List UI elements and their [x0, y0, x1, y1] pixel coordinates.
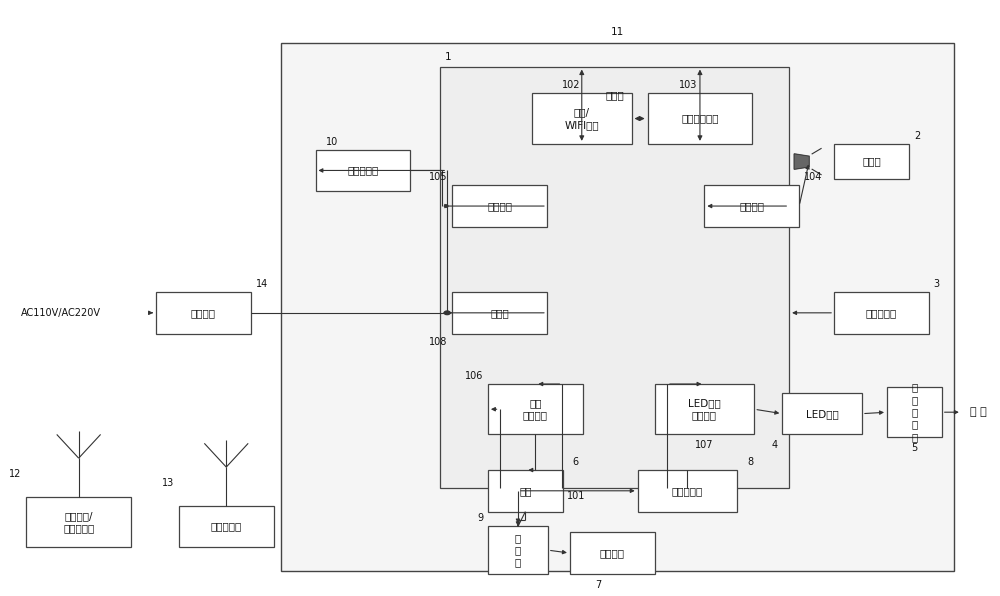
Text: 9: 9	[477, 513, 483, 523]
Bar	[655, 384, 754, 434]
Bar	[638, 470, 737, 511]
Text: 13: 13	[162, 478, 174, 488]
Circle shape	[444, 311, 450, 315]
Text: 位置传感器: 位置传感器	[672, 486, 703, 496]
Text: 1: 1	[445, 52, 452, 62]
Bar	[316, 150, 410, 191]
Text: 103: 103	[679, 80, 697, 91]
Text: AC110V/AC220V: AC110V/AC220V	[21, 308, 101, 318]
Text: 12: 12	[9, 469, 21, 479]
Polygon shape	[794, 154, 809, 169]
Text: 102: 102	[562, 80, 580, 91]
Text: 无线遥控器: 无线遥控器	[211, 522, 242, 532]
Bar	[648, 94, 752, 144]
Bar	[488, 384, 583, 434]
Bar	[156, 292, 251, 334]
Text: 5: 5	[911, 443, 917, 454]
Text: 14: 14	[256, 279, 268, 289]
Bar	[452, 185, 547, 227]
Text: 电机: 电机	[519, 486, 532, 496]
Text: 智能手机/
微信小程序: 智能手机/ 微信小程序	[63, 511, 94, 533]
Text: 电源转换器: 电源转换器	[347, 166, 379, 175]
Text: 107: 107	[695, 440, 714, 451]
Text: 扬声器: 扬声器	[862, 157, 881, 166]
Text: 106: 106	[465, 371, 483, 381]
Bar	[281, 43, 954, 571]
Bar	[834, 292, 929, 334]
Text: 8: 8	[747, 457, 753, 467]
Text: 104: 104	[804, 172, 823, 182]
Bar	[26, 496, 131, 547]
Text: 7: 7	[595, 580, 601, 590]
Text: LED光源
驱动单元: LED光源 驱动单元	[688, 398, 721, 420]
Bar	[887, 387, 942, 437]
Text: 电机
驱动单元: 电机 驱动单元	[523, 398, 548, 420]
Text: 时钟单元: 时钟单元	[487, 201, 512, 211]
Text: 6: 6	[573, 457, 579, 467]
Text: 无线通信模块: 无线通信模块	[681, 114, 719, 123]
Text: 4: 4	[771, 440, 777, 451]
Bar	[834, 144, 909, 179]
Text: 控制器: 控制器	[605, 91, 624, 100]
Text: 凸
轮
轴: 凸 轮 轴	[515, 533, 521, 567]
Text: 匀
光
扩
散
板: 匀 光 扩 散 板	[911, 383, 917, 442]
Text: 101: 101	[567, 491, 586, 501]
Text: 10: 10	[325, 136, 338, 147]
Bar	[782, 393, 862, 434]
Text: 108: 108	[429, 337, 447, 346]
Text: LED光源: LED光源	[806, 409, 838, 418]
Bar	[570, 532, 655, 574]
Text: 11: 11	[611, 27, 624, 37]
Text: 蓝牙/
WIFI模块: 蓝牙/ WIFI模块	[564, 107, 599, 130]
Text: 105: 105	[429, 172, 447, 182]
Text: 继电器: 继电器	[490, 308, 509, 318]
Text: 紫外线灯: 紫外线灯	[600, 548, 625, 558]
Bar	[488, 470, 563, 511]
Text: 3: 3	[934, 279, 940, 289]
Text: 语音模块: 语音模块	[739, 201, 764, 211]
Text: 开关面板: 开关面板	[191, 308, 216, 318]
Text: 人体传感器: 人体传感器	[866, 308, 897, 318]
Bar	[440, 67, 789, 488]
Text: 出 光: 出 光	[970, 407, 986, 417]
Bar	[532, 94, 632, 144]
Text: 2: 2	[914, 131, 920, 141]
Bar	[704, 185, 799, 227]
Bar	[488, 526, 548, 574]
Bar	[179, 505, 274, 547]
Polygon shape	[794, 154, 809, 169]
Bar	[452, 292, 547, 334]
